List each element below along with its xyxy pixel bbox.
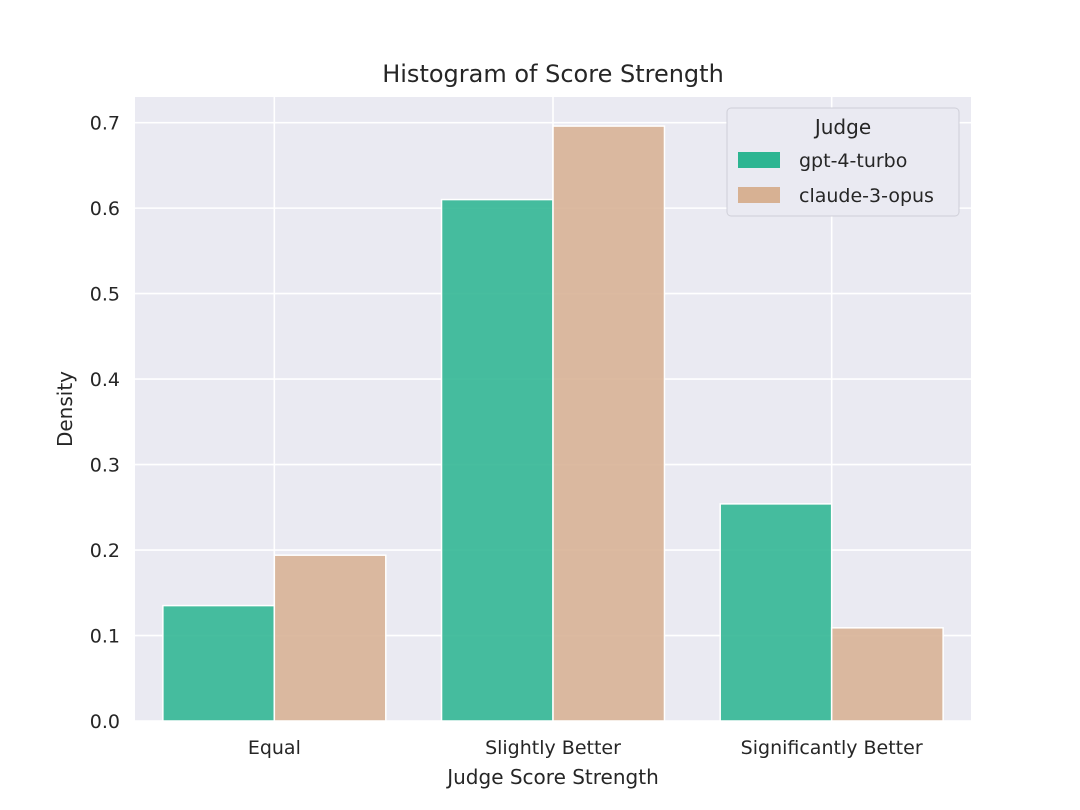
x-tick-label: Slightly Better	[485, 737, 621, 759]
y-tick-label: 0.7	[90, 113, 120, 135]
x-tick-label: Significantly Better	[741, 737, 923, 759]
bar-gpt-4-turbo-equal	[162, 604, 276, 722]
legend-label-gpt-4-turbo: gpt-4-turbo	[799, 150, 907, 172]
legend-swatch-claude-3-opus	[738, 187, 780, 203]
y-tick-label: 0.3	[90, 455, 120, 477]
bars	[162, 125, 944, 722]
x-tick-labels: Equal Slightly Better Significantly Better	[248, 737, 923, 759]
bar-claude-3-opus-significantly-better	[830, 627, 944, 722]
bar-claude-3-opus-slightly-better	[552, 125, 666, 722]
chart-title: Histogram of Score Strength	[382, 60, 724, 88]
legend-title: Judge	[813, 115, 871, 139]
x-tick-label: Equal	[248, 737, 301, 759]
y-tick-label: 0.0	[90, 711, 120, 733]
y-tick-label: 0.5	[90, 284, 120, 306]
bar-claude-3-opus-equal	[273, 554, 387, 722]
x-axis-label: Judge Score Strength	[445, 765, 659, 789]
y-tick-label: 0.6	[90, 198, 120, 220]
bar-gpt-4-turbo-significantly-better	[719, 503, 833, 722]
y-tick-label: 0.2	[90, 540, 120, 562]
legend-box	[726, 107, 960, 217]
bar-gpt-4-turbo-slightly-better	[440, 198, 554, 722]
y-axis-label: Density	[53, 371, 77, 447]
legend-label-claude-3-opus: claude-3-opus	[799, 185, 934, 207]
y-tick-label: 0.4	[90, 369, 120, 391]
y-tick-labels: 0.0 0.1 0.2 0.3 0.4 0.5 0.6 0.7	[90, 113, 120, 733]
legend-swatch-gpt-4-turbo	[738, 152, 780, 168]
legend: Judge gpt-4-turbo claude-3-opus	[726, 107, 960, 217]
y-tick-label: 0.1	[90, 626, 120, 648]
